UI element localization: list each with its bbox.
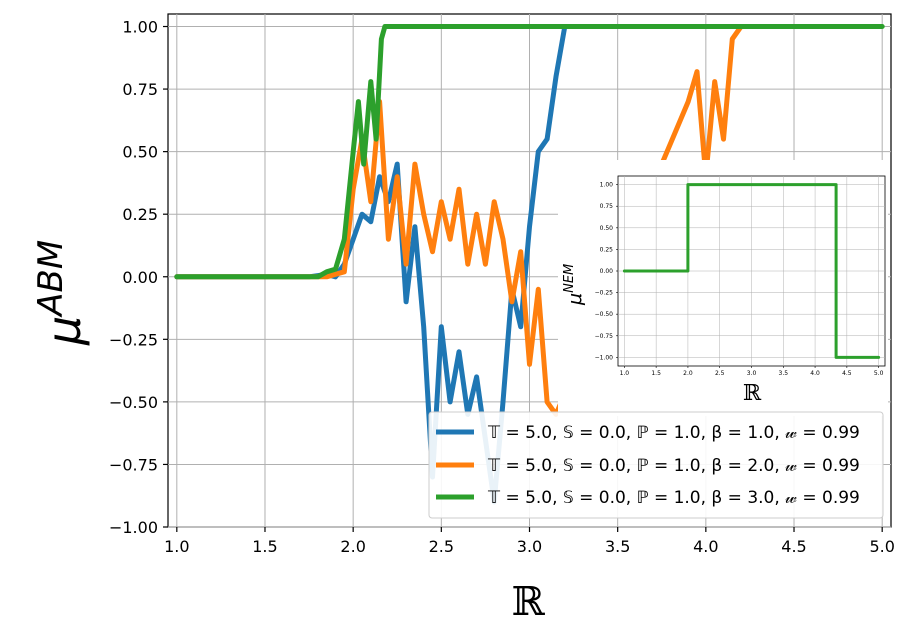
legend-entry: 𝕋 = 5.0, 𝕊 = 0.0, ℙ = 1.0, β = 2.0, 𝓌 = …: [436, 456, 860, 476]
x-tick-label: 4.0: [810, 370, 820, 377]
y-tick-label: −0.50: [595, 311, 614, 318]
y-tick-label: 0.25: [600, 246, 614, 253]
x-tick-label: 1.5: [651, 370, 661, 377]
main-y-axis-label-symbol: μ: [37, 316, 91, 346]
y-tick-label: −0.50: [109, 393, 158, 412]
y-tick-label: 0.75: [122, 80, 158, 99]
y-tick-label: 0.00: [122, 268, 158, 287]
inset-x-axis-label: ℝ: [743, 381, 762, 406]
legend-label: 𝕋 = 5.0, 𝕊 = 0.0, ℙ = 1.0, β = 2.0, 𝓌 = …: [487, 456, 860, 476]
main-y-axis-label: μABM: [31, 240, 91, 346]
inset-series: [622, 183, 881, 359]
x-tick-label: 2.5: [429, 537, 454, 556]
series-line-3: [174, 24, 885, 280]
legend-label: 𝕋 = 5.0, 𝕊 = 0.0, ℙ = 1.0, β = 3.0, 𝓌 = …: [487, 488, 860, 508]
x-tick-label: 4.5: [781, 537, 806, 556]
x-tick-label: 2.0: [340, 537, 365, 556]
legend-label: 𝕋 = 5.0, 𝕊 = 0.0, ℙ = 1.0, β = 1.0, 𝓌 = …: [487, 423, 860, 443]
y-tick-label: 0.25: [122, 205, 158, 224]
y-tick-label: 0.75: [600, 203, 614, 210]
main-y-ticks: 1.00 0.75 0.50 0.25 0.00 −0.25 −0.50 −0.75 −1.00: [109, 18, 168, 537]
x-tick-label: 5.0: [874, 370, 884, 377]
x-tick-label: 4.5: [842, 370, 852, 377]
y-tick-label: −1.00: [595, 354, 614, 361]
y-tick-label: 1.00: [600, 182, 614, 189]
x-tick-label: 5.0: [869, 537, 894, 556]
inset-y-axis-label-symbol: μ: [564, 293, 586, 306]
main-y-axis-label-superscript: ABM: [31, 240, 71, 318]
series-line-1: [622, 183, 881, 359]
y-tick-label: −0.75: [109, 455, 158, 474]
x-tick-label: 3.0: [517, 537, 542, 556]
legend-box: [428, 411, 884, 519]
inset-y-ticks: 1.00 0.75 0.50 0.25 0.00 −0.25 −0.50 −0.75 −1.00: [595, 182, 618, 361]
y-tick-label: 0.00: [600, 268, 614, 275]
x-tick-label: 3.0: [747, 370, 757, 377]
y-tick-label: 1.00: [122, 18, 158, 37]
x-tick-label: 3.5: [779, 370, 789, 377]
inset-chart: 1.0 1.5 2.0 2.5 3.0 3.5 4.0 4.5 5.0 1.00 0.75 0.50…: [558, 160, 888, 416]
y-tick-label: 0.50: [122, 143, 158, 162]
y-tick-label: 0.50: [600, 225, 614, 232]
x-tick-label: 2.5: [715, 370, 725, 377]
inset-y-axis-label: μNEM: [562, 264, 586, 306]
y-tick-label: −0.75: [595, 333, 614, 340]
y-tick-label: −0.25: [109, 330, 158, 349]
legend: 𝕋 = 5.0, 𝕊 = 0.0, ℙ = 1.0, β = 1.0, 𝓌 = …: [428, 411, 884, 519]
legend-entry: 𝕋 = 5.0, 𝕊 = 0.0, ℙ = 1.0, β = 3.0, 𝓌 = …: [436, 488, 860, 508]
x-tick-label: 1.0: [620, 370, 630, 377]
legend-entry: 𝕋 = 5.0, 𝕊 = 0.0, ℙ = 1.0, β = 1.0, 𝓌 = …: [436, 423, 860, 443]
x-tick-label: 2.0: [683, 370, 693, 377]
x-tick-label: 3.5: [605, 537, 630, 556]
series-line-2: [174, 24, 744, 417]
x-tick-label: 1.0: [164, 537, 189, 556]
main-x-ticks: 1.0 1.5 2.0 2.5 3.0 3.5 4.0 4.5 5.0: [164, 527, 895, 556]
main-x-axis-label: ℝ: [511, 579, 545, 625]
inset-x-ticks: 1.0 1.5 2.0 2.5 3.0 3.5 4.0 4.5 5.0: [620, 366, 884, 377]
x-tick-label: 1.5: [252, 537, 277, 556]
x-tick-label: 4.0: [693, 537, 718, 556]
inset-y-axis-label-superscript: NEM: [562, 264, 577, 293]
y-tick-label: −1.00: [109, 518, 158, 537]
y-tick-label: −0.25: [595, 290, 614, 297]
